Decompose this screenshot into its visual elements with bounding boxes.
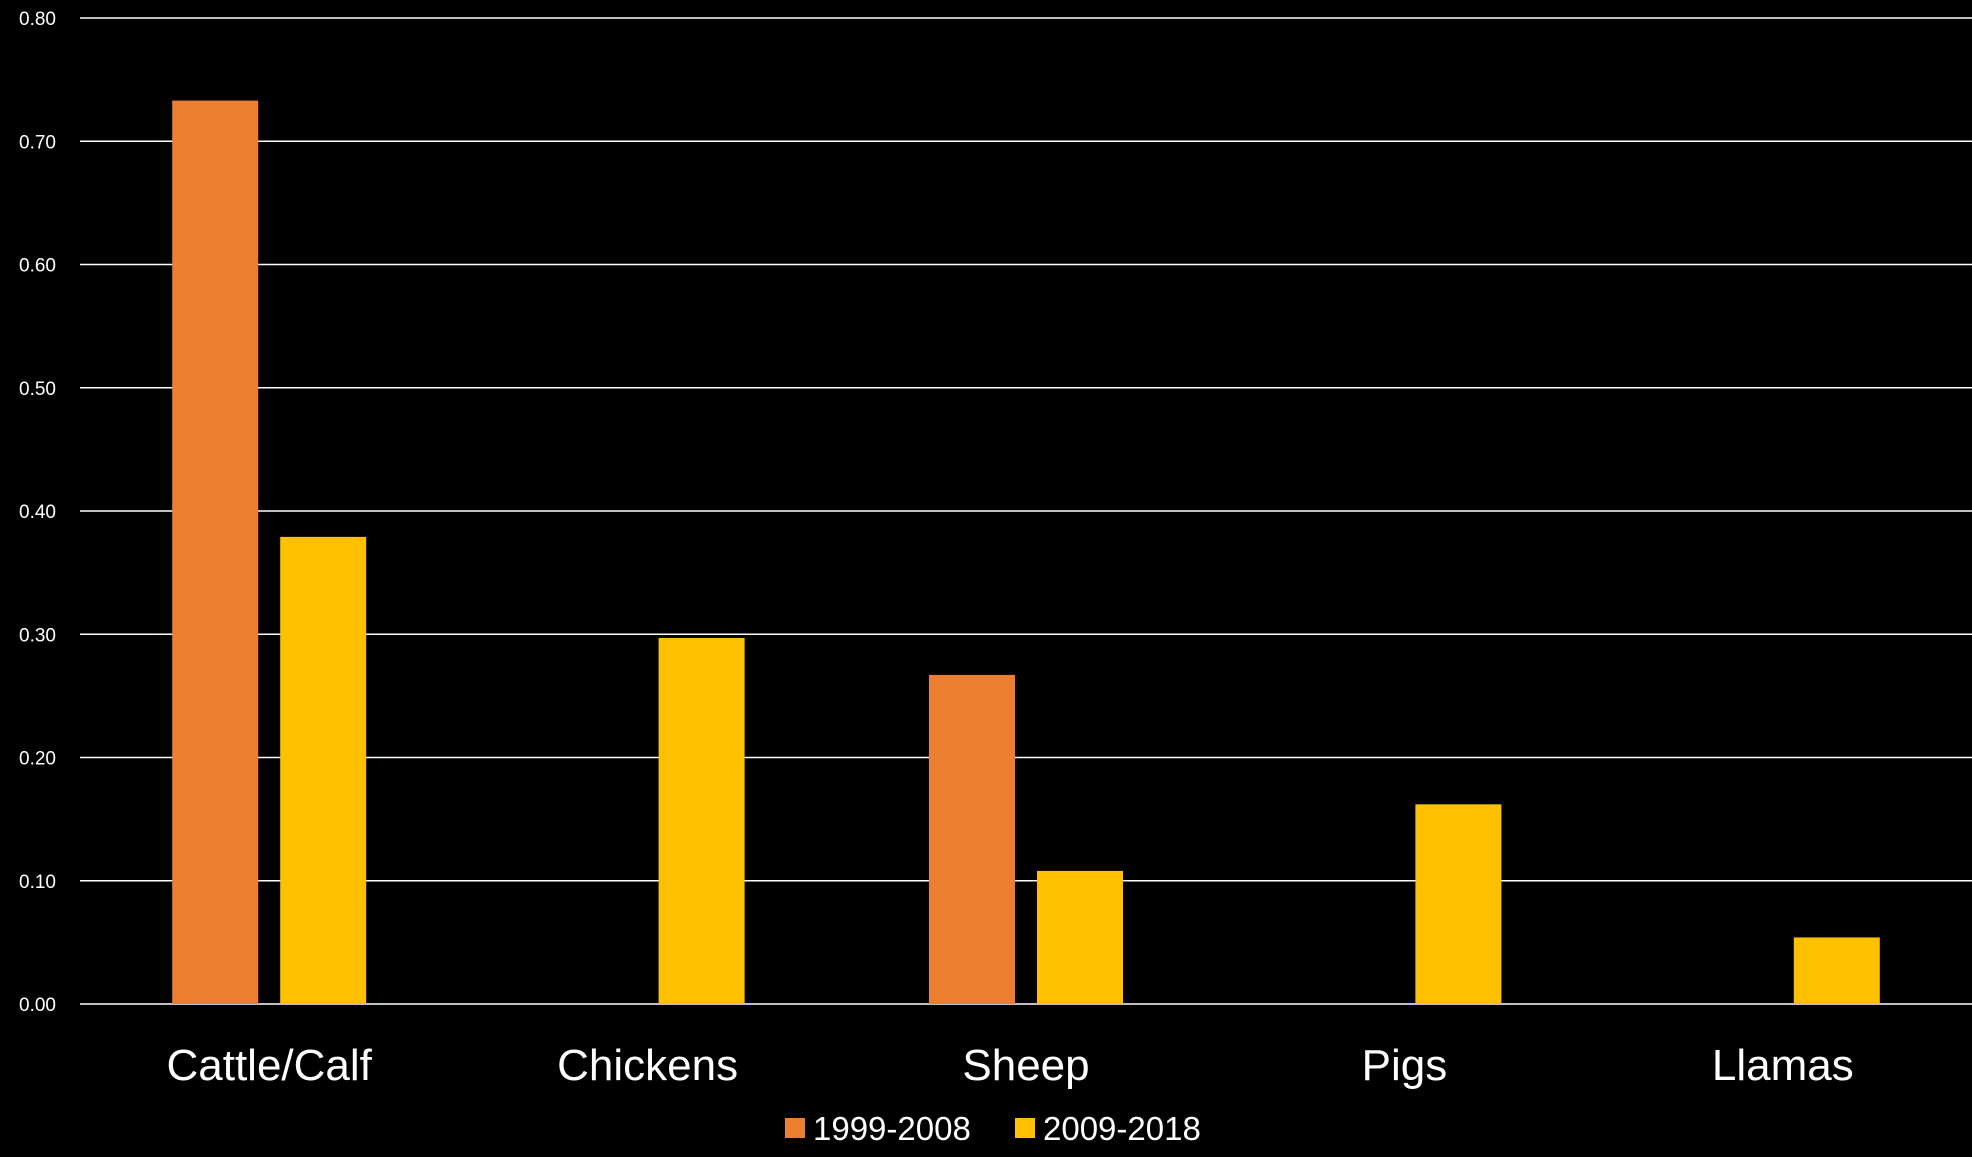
gridlines — [80, 17, 1972, 1005]
y-tick-label: 0.50 — [19, 379, 56, 400]
bar-2009-2018-Cattle/Calf — [280, 536, 367, 1004]
bar-2009-2018-Llamas — [1793, 937, 1880, 1004]
x-tick-label: Llamas — [1712, 1041, 1854, 1090]
x-axis-labels: Cattle/Calf Chickens Sheep Pigs Llamas — [166, 1041, 1853, 1090]
y-tick-label: 0.40 — [19, 502, 56, 523]
y-tick-label: 0.80 — [19, 9, 56, 30]
bar-1999-2008-Cattle/Calf — [172, 100, 259, 1004]
y-tick-label: 0.00 — [19, 995, 56, 1016]
y-tick-label: 0.60 — [19, 256, 56, 277]
bars — [172, 100, 1880, 1004]
x-tick-label: Chickens — [557, 1041, 738, 1090]
bar-2009-2018-Pigs — [1415, 804, 1502, 1004]
legend-label: 1999-2008 — [813, 1110, 971, 1147]
x-tick-label: Pigs — [1362, 1041, 1448, 1090]
bar-1999-2008-Sheep — [929, 674, 1015, 1004]
legend-swatch — [1015, 1118, 1035, 1138]
y-axis-ticks: 0.00 0.10 0.20 0.30 0.40 0.50 0.60 0.70 0.80 — [19, 9, 56, 1016]
y-tick-label: 0.10 — [19, 872, 56, 893]
bar-2009-2018-Chickens — [658, 637, 745, 1004]
x-tick-label: Cattle/Calf — [166, 1041, 372, 1090]
legend-label: 2009-2018 — [1043, 1110, 1201, 1147]
y-tick-label: 0.20 — [19, 749, 56, 770]
y-tick-label: 0.30 — [19, 625, 56, 646]
x-tick-label: Sheep — [962, 1041, 1089, 1090]
legend-swatch — [785, 1118, 805, 1138]
legend: 1999-2008 2009-2018 — [785, 1110, 1201, 1147]
y-tick-label: 0.70 — [19, 132, 56, 153]
bar-2009-2018-Sheep — [1037, 870, 1123, 1004]
